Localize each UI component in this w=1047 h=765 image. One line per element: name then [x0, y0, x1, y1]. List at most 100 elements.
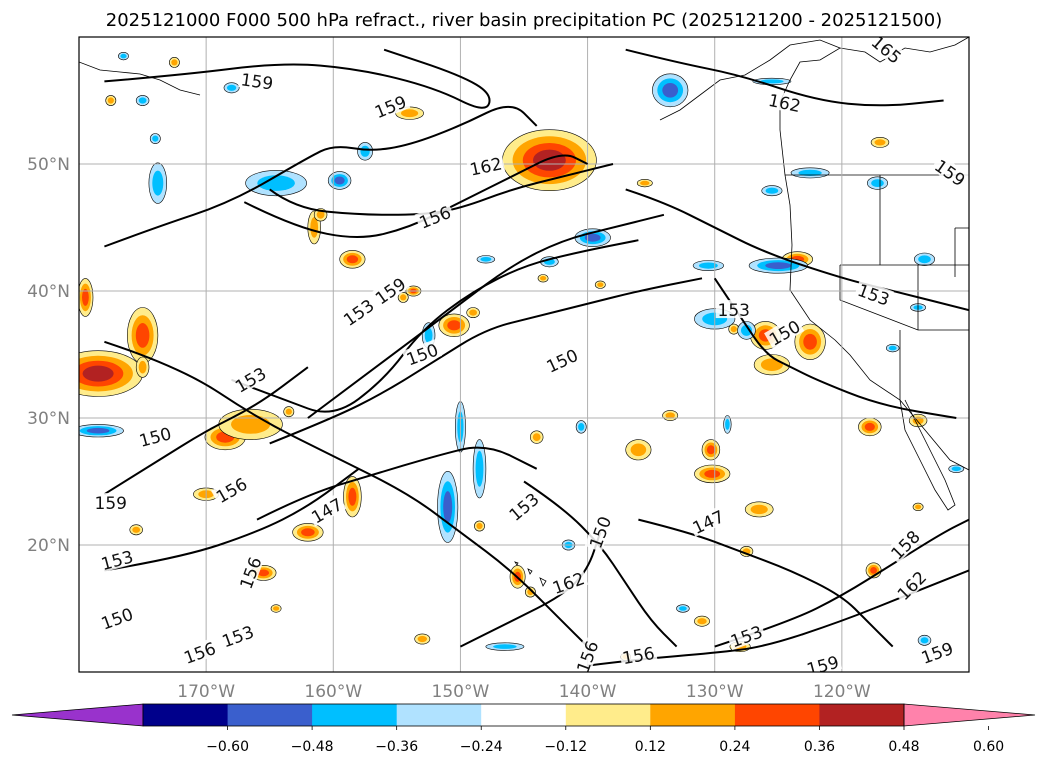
precip-anomaly-50	[525, 586, 536, 598]
precip-anomaly-59	[737, 321, 756, 340]
precip-anomaly-57	[692, 260, 725, 271]
anomaly-band	[750, 504, 768, 515]
anomaly-band	[870, 567, 877, 574]
colorbar-segment	[143, 704, 229, 726]
anomaly-band	[951, 466, 961, 472]
anomaly-band	[578, 423, 585, 431]
precip-anomaly-54	[148, 162, 168, 204]
colorbar-tick-label: 0.36	[804, 739, 835, 755]
colorbar-frame	[142, 703, 905, 727]
contour-label-bg	[916, 637, 957, 667]
x-tick-label: 150°W	[432, 682, 490, 702]
contour-label-bg	[235, 552, 265, 593]
contour-label: 159	[95, 494, 127, 514]
anomaly-band	[760, 358, 783, 372]
contour-label-bg	[230, 362, 271, 396]
colorbar-tick-label: 0.24	[719, 739, 750, 755]
precip-anomaly-8	[292, 523, 324, 542]
anomaly-band	[725, 418, 730, 430]
aleutian-chain	[79, 61, 201, 96]
contour-150	[269, 277, 703, 445]
anomaly-band	[665, 412, 675, 419]
contour-label-bg	[503, 487, 543, 525]
y-tick-label: 50°N	[27, 155, 70, 175]
precip-anomaly-56	[748, 257, 808, 274]
contour-label-bg	[715, 300, 752, 319]
contour-label-bg	[414, 201, 455, 232]
precip-anomaly-74	[476, 255, 496, 264]
anomaly-band	[874, 139, 886, 146]
precip-anomaly-27	[870, 136, 890, 148]
anomaly-band	[231, 415, 271, 434]
anomaly-band	[864, 422, 875, 431]
precip-anomaly-61	[866, 176, 888, 190]
anomaly-band	[532, 433, 541, 441]
colorbar-segment	[734, 704, 820, 726]
colorbar-tick-label: 0.12	[635, 739, 666, 755]
contour-label: 153	[718, 301, 750, 321]
contour-label-bg	[135, 422, 175, 450]
y-tick-label: 20°N	[27, 536, 70, 556]
contour-label-bg	[370, 272, 410, 308]
anomaly-band	[152, 170, 164, 196]
colorbar-segment	[312, 704, 398, 726]
contour-label-bg	[584, 511, 614, 552]
colorbar-segment	[565, 704, 651, 726]
contour-147	[256, 446, 538, 521]
precip-anomaly-20	[694, 464, 731, 484]
anomaly-band	[82, 288, 89, 306]
precip-anomaly-7	[343, 476, 362, 518]
precip-anomaly-63	[752, 77, 792, 85]
contour-159	[103, 366, 309, 496]
contour-153	[104, 340, 589, 648]
contour-label-bg	[891, 565, 931, 605]
precip-anomaly-71	[357, 142, 373, 161]
precip-anomaly-51	[652, 73, 689, 108]
contour-162	[625, 48, 944, 107]
anomaly-band	[597, 282, 604, 288]
precip-anomaly-82	[485, 642, 525, 651]
precip-anomaly-21	[701, 439, 721, 461]
anomaly-band	[730, 326, 737, 333]
contour-label-bg	[401, 338, 442, 369]
precip-anomaly-67	[472, 439, 487, 499]
contour-label-bg	[802, 651, 843, 672]
precip-anomaly-83	[917, 634, 932, 646]
anomaly-band	[630, 443, 647, 457]
anomaly-band	[493, 644, 517, 649]
contour-label-bg	[306, 493, 347, 527]
contour-153	[713, 277, 957, 419]
contour-label-bg	[885, 525, 924, 564]
precip-anomaly-36	[397, 291, 409, 303]
contour-label-bg	[764, 315, 805, 349]
anomaly-band	[760, 79, 784, 84]
anomaly-band	[138, 97, 147, 104]
precip-anomaly-44	[474, 520, 485, 532]
precip-anomaly-28	[625, 439, 652, 461]
anomaly-band	[706, 445, 715, 455]
anomaly-band	[871, 179, 884, 188]
anomaly-band	[920, 637, 929, 644]
latitude-axis: 50°N 40°N 30°N 20°N	[27, 155, 70, 556]
precip-anomaly-48	[537, 274, 549, 283]
precip-anomaly-72	[223, 82, 240, 94]
contour-label-bg	[548, 567, 589, 597]
contour-label-bg	[96, 603, 137, 633]
anomaly-band	[417, 635, 427, 643]
precip-anomaly-22	[744, 501, 774, 518]
contour-label-bg	[687, 505, 729, 537]
contour-label-bg	[930, 154, 969, 190]
anomaly-band	[273, 606, 280, 611]
contour-label-bg	[370, 90, 411, 122]
colorbar-segment	[396, 704, 482, 726]
contour-label-bg	[97, 545, 137, 573]
precip-anomaly-17	[662, 410, 679, 421]
contour-label-bg	[541, 344, 582, 376]
contour-159	[104, 48, 491, 109]
contour-156	[587, 569, 969, 667]
precip-anomaly-15	[466, 307, 480, 318]
north-america-coastline	[779, 37, 969, 471]
x-tick-label: 140°W	[559, 682, 617, 702]
anomaly-band	[226, 84, 237, 91]
contour-label-bg	[867, 37, 907, 68]
